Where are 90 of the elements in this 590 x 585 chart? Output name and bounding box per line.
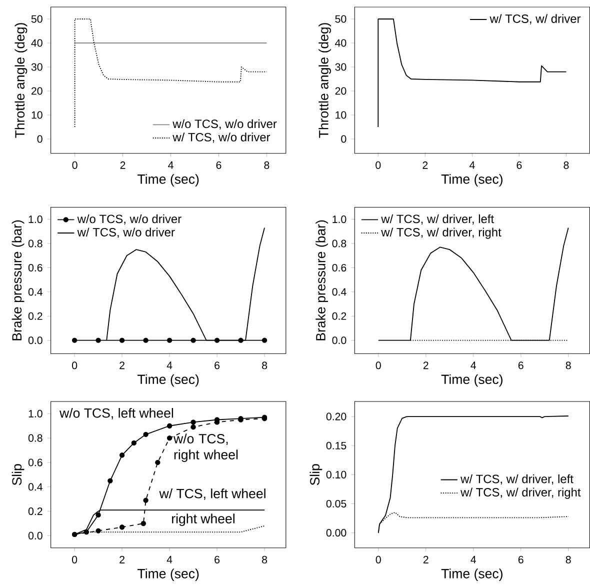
y-tick-label: 50	[31, 15, 42, 23]
x-axis-title: Time (sec)	[138, 374, 199, 387]
x-axis-title: Time (sec)	[441, 374, 502, 387]
legend-label: w/ TCS, w/ driver	[490, 14, 581, 24]
series-label: w/o TCS, left wheel	[60, 408, 174, 420]
legend-label: w/ TCS, w/o driver	[77, 228, 175, 238]
y-tick-label: 40	[31, 39, 42, 47]
y-tick-label: 0.0	[332, 336, 346, 344]
x-axis-title: Time (sec)	[441, 174, 502, 186]
y-tick-label: 0.2	[28, 507, 42, 515]
y-tick-label: 0.6	[332, 264, 346, 272]
y-tick-label: 0.4	[28, 482, 42, 490]
x-tick-label: 2	[423, 361, 428, 369]
legend-label: w/ TCS, w/o driver	[172, 132, 270, 143]
y-tick-label: 20	[335, 87, 346, 95]
x-tick-label: 6	[214, 556, 220, 564]
x-tick-label: 2	[423, 556, 428, 564]
y-tick-label: 10	[32, 111, 42, 119]
y-tick-label: 1.0	[28, 215, 42, 223]
x-tick-label: 6	[516, 161, 522, 169]
y-tick-label: 0.6	[28, 458, 42, 466]
x-tick-label: 0	[376, 556, 381, 564]
x-tick-label: 4	[166, 556, 172, 564]
y-tick-label: 0.15	[326, 442, 346, 450]
x-axis-title: Time (sec)	[441, 568, 502, 581]
x-tick-label: 2	[120, 556, 124, 564]
y-axis-title: Throttle angle (deg)	[318, 22, 331, 138]
y-tick-label: 1.0	[28, 410, 42, 418]
series-label: w/o TCS, right wheel	[173, 434, 238, 462]
y-tick-label: 30	[31, 63, 42, 71]
y-tick-label: 0.05	[326, 500, 346, 508]
x-tick-label: 4	[470, 556, 476, 564]
legend-label: w/ TCS, w/ driver, left	[381, 214, 494, 224]
x-axis-title: Time (sec)	[138, 174, 199, 186]
legend-label: w/o TCS, w/o driver	[77, 214, 182, 224]
y-tick-label: 1.0	[332, 215, 346, 223]
y-tick-label: 0.2	[28, 312, 42, 320]
legend-label: w/ TCS, w/ driver, right	[381, 228, 502, 239]
y-tick-label: 10	[336, 111, 346, 119]
y-tick-label: 0.8	[332, 240, 346, 248]
y-tick-label: 0.10	[326, 470, 346, 478]
x-tick-label: 0	[72, 556, 78, 564]
y-axis-title: Slip	[310, 464, 322, 485]
x-tick-label: 0	[376, 161, 381, 169]
series-label: w/ TCS, left wheel	[159, 488, 266, 500]
y-tick-label: 0.0	[28, 532, 42, 540]
y-tick-label: 30	[335, 63, 346, 71]
y-tick-label: 0.2	[332, 312, 346, 320]
y-tick-label: 0.8	[28, 240, 42, 248]
x-tick-label: 6	[518, 556, 524, 564]
y-tick-label: 0	[341, 135, 346, 143]
x-tick-label: 2	[120, 361, 124, 369]
y-tick-label: 40	[335, 39, 346, 47]
y-tick-label: 0.8	[28, 434, 42, 442]
y-tick-label: 0	[37, 135, 42, 143]
y-tick-label: 0.6	[28, 264, 42, 272]
x-axis-title: Time (sec)	[138, 568, 199, 581]
x-tick-label: 4	[168, 161, 174, 169]
x-tick-label: 4	[166, 361, 172, 369]
x-tick-label: 6	[216, 161, 222, 169]
x-tick-label: 2	[422, 161, 428, 169]
y-tick-label: 20	[32, 87, 42, 95]
x-tick-label: 0	[376, 361, 381, 370]
x-tick-label: 0	[72, 161, 78, 169]
y-axis-title: Brake pressure (bar)	[316, 220, 328, 340]
x-tick-label: 6	[518, 361, 524, 370]
x-tick-label: 8	[566, 361, 571, 370]
x-tick-label: 8	[566, 556, 571, 564]
y-axis-title: Throttle angle (deg)	[14, 22, 28, 138]
x-tick-label: 8	[262, 361, 268, 370]
y-axis-title: Slip	[12, 464, 24, 485]
series-label: right wheel	[172, 513, 234, 526]
y-tick-label: 0.00	[326, 528, 346, 536]
legend-label: w/o TCS, w/o driver	[172, 119, 277, 130]
x-tick-label: 4	[469, 161, 475, 169]
y-tick-label: 0.20	[326, 412, 346, 420]
x-tick-label: 2	[120, 161, 126, 169]
x-tick-label: 6	[214, 361, 220, 370]
x-tick-label: 8	[262, 556, 268, 564]
x-tick-label: 4	[470, 361, 476, 369]
y-axis-title: Brake pressure (bar)	[12, 220, 24, 340]
legend-label: w/ TCS, w/ driver, right	[460, 488, 581, 499]
y-tick-label: 0.0	[28, 336, 42, 344]
x-tick-label: 8	[264, 161, 270, 169]
x-tick-label: 8	[564, 161, 569, 169]
y-tick-label: 50	[335, 15, 346, 23]
legend-label: w/ TCS, w/ driver, left	[460, 474, 574, 484]
y-tick-label: 0.4	[28, 288, 42, 296]
y-tick-label: 0.4	[332, 288, 346, 296]
x-tick-label: 0	[72, 361, 78, 370]
